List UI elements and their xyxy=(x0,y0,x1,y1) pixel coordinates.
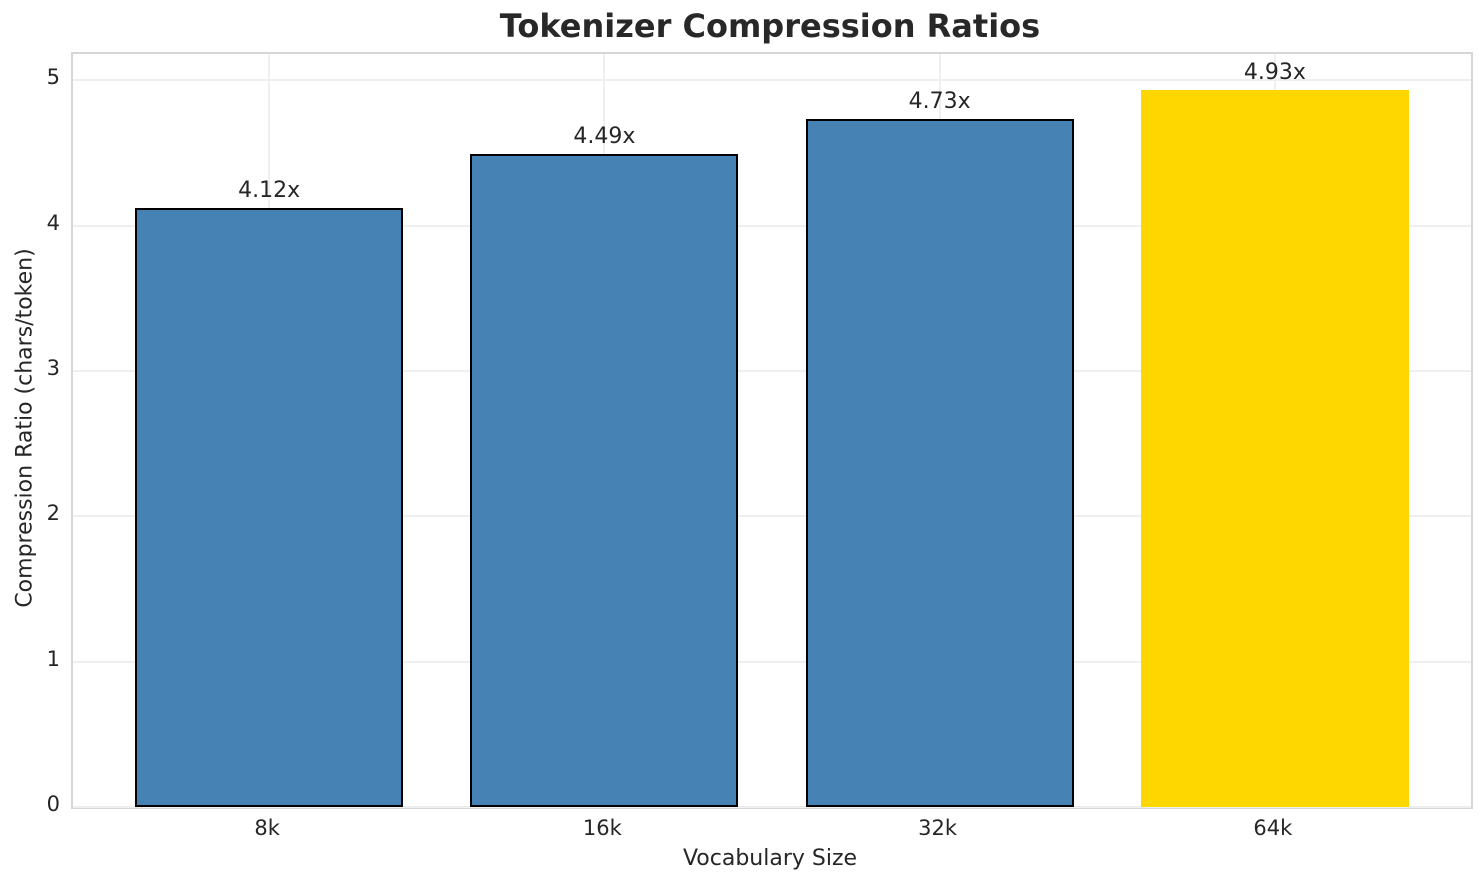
y-tick-label: 0 xyxy=(46,792,60,816)
gridline-horizontal xyxy=(73,79,1471,82)
bar-value-label-64k: 4.93x xyxy=(1243,60,1306,86)
gridline-horizontal xyxy=(73,806,1471,808)
x-axis-label: Vocabulary Size xyxy=(682,846,858,871)
x-tick-label-8k: 8k xyxy=(254,816,280,840)
x-tick-label-32k: 32k xyxy=(918,816,958,840)
y-tick-label: 3 xyxy=(46,355,60,380)
gridline-horizontal xyxy=(73,369,1471,372)
bar-value-label-8k: 4.12x xyxy=(238,178,301,204)
bar-64k xyxy=(1140,90,1409,807)
gridline-horizontal xyxy=(73,224,1471,227)
plot-area: 4.12x 4.49x 4.73x 4.93x xyxy=(71,52,1473,809)
y-axis-label: Compression Ratio (chars/token) xyxy=(12,248,38,608)
y-tick-label: 4 xyxy=(46,210,60,235)
bar-value-label-32k: 4.73x xyxy=(908,89,971,115)
x-tick-label-16k: 16k xyxy=(582,816,622,840)
gridline-horizontal xyxy=(73,660,1471,663)
bar-32k xyxy=(805,119,1074,807)
y-tick-label: 1 xyxy=(46,646,60,671)
bar-16k xyxy=(470,154,739,807)
bar-value-label-16k: 4.49x xyxy=(573,124,636,150)
gridline-horizontal xyxy=(73,515,1471,518)
chart-title: Tokenizer Compression Ratios xyxy=(499,7,1041,45)
bar-8k xyxy=(135,208,404,807)
x-tick-label-64k: 64k xyxy=(1253,816,1293,840)
y-tick-label: 2 xyxy=(46,501,60,526)
y-tick-label: 5 xyxy=(46,65,60,90)
